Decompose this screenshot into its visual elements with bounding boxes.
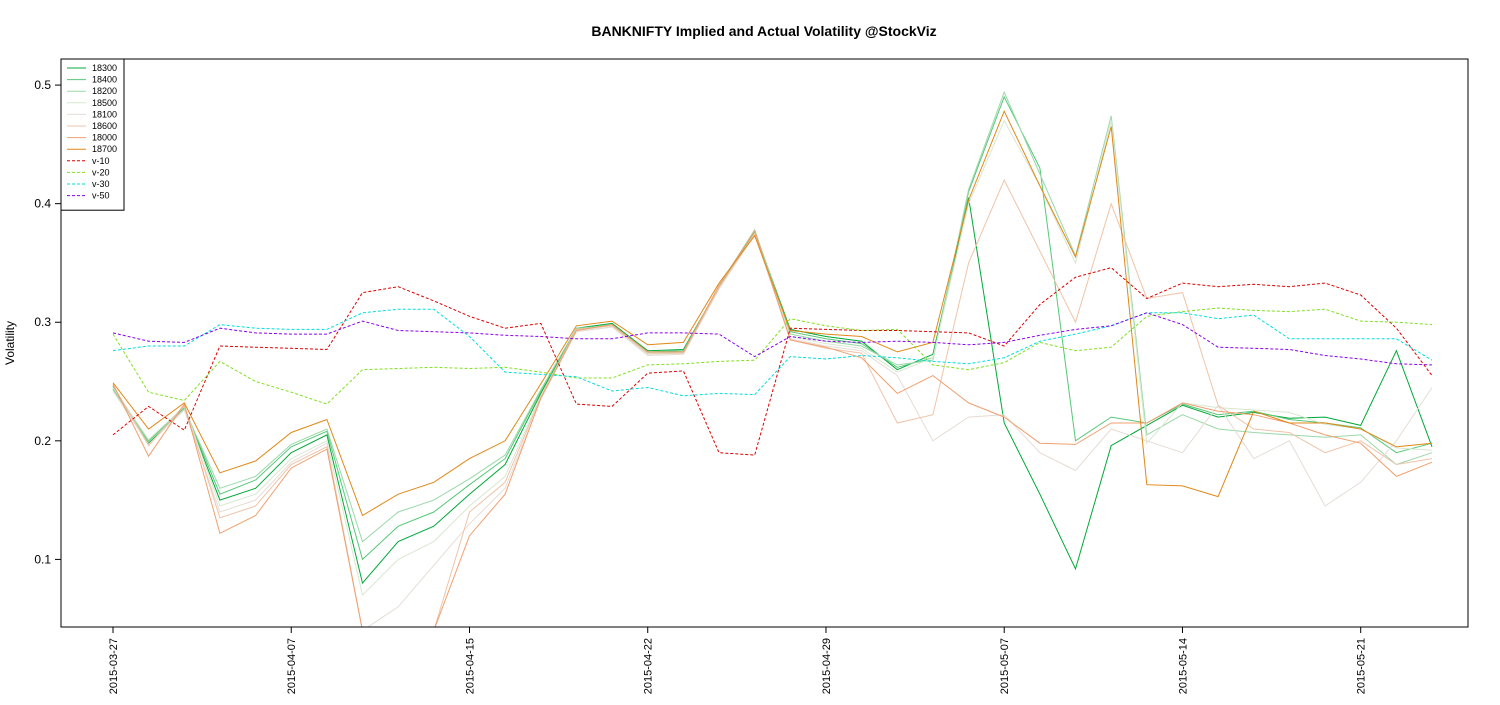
series-line-v-20 xyxy=(113,308,1432,404)
x-tick-label: 2015-04-22 xyxy=(643,638,655,694)
legend-label: 18000 xyxy=(92,133,117,143)
x-tick-label: 2015-04-15 xyxy=(464,638,476,694)
x-tick-label: 2015-03-27 xyxy=(108,638,120,694)
axes: 0.1 0.2 0.3 0.4 0.5 2015-03-27 2015-04-07 2015-… xyxy=(34,78,1367,694)
series-line-v-30 xyxy=(113,309,1432,396)
legend-label: v-50 xyxy=(92,191,110,201)
legend-label: v-30 xyxy=(92,179,110,189)
legend-label: 18700 xyxy=(92,144,117,154)
legend-label: v-10 xyxy=(92,156,110,166)
series-line-18400 xyxy=(113,97,1432,560)
x-tick-label: 2015-05-14 xyxy=(1177,638,1189,694)
x-tick-label: 2015-05-07 xyxy=(999,638,1011,694)
x-tick-label: 2015-04-07 xyxy=(286,638,298,694)
legend-label: v-20 xyxy=(92,167,110,177)
legend-label: 18100 xyxy=(92,109,117,119)
legend-label: 18500 xyxy=(92,98,117,108)
y-tick-label: 0.1 xyxy=(34,552,51,566)
y-tick-label: 0.4 xyxy=(34,197,51,211)
chart-container: BANKNIFTY Implied and Actual Volatility … xyxy=(0,0,1500,700)
y-tick-label: 0.5 xyxy=(34,78,51,92)
series-line-18100 xyxy=(113,235,1432,631)
chart-title: BANKNIFTY Implied and Actual Volatility … xyxy=(591,23,936,39)
series-line-v-10 xyxy=(113,268,1432,455)
x-tick-label: 2015-04-29 xyxy=(821,638,833,694)
legend-label: 18400 xyxy=(92,75,117,85)
legend-label: 18200 xyxy=(92,86,117,96)
series-line-18500 xyxy=(113,121,1432,595)
legend-label: 18300 xyxy=(92,63,117,73)
y-tick-label: 0.2 xyxy=(34,434,51,448)
series-layer xyxy=(113,92,1432,630)
y-tick-label: 0.3 xyxy=(34,315,51,329)
x-tick-label: 2015-05-21 xyxy=(1356,638,1368,694)
plot-frame xyxy=(61,59,1468,627)
y-axis-label: Volatility xyxy=(3,321,17,365)
line-chart: BANKNIFTY Implied and Actual Volatility … xyxy=(0,0,1500,700)
legend-label: 18600 xyxy=(92,121,117,131)
series-line-18600 xyxy=(113,180,1432,631)
